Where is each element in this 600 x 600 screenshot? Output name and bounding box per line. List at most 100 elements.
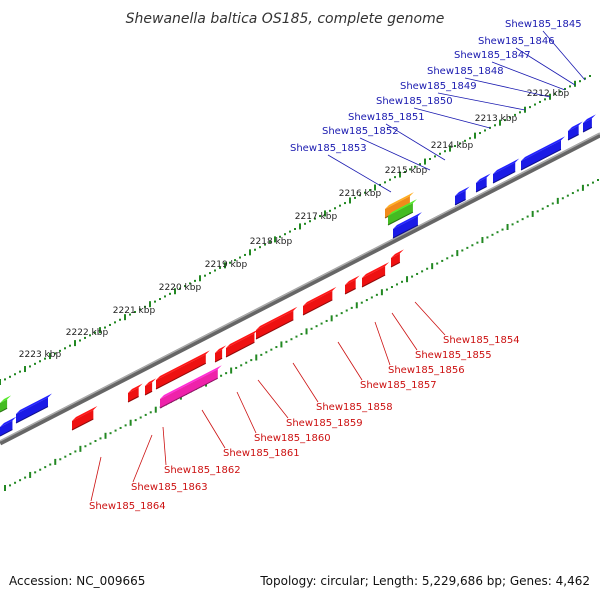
reverse-ruler-tick [29, 471, 32, 478]
reverse-ruler-tick [94, 440, 97, 443]
forward-label-leader [464, 77, 551, 98]
reverse-gene-top [256, 306, 298, 330]
reverse-ruler-tick [99, 437, 102, 440]
reverse-ruler-tick [571, 192, 574, 195]
forward-ruler-tick [319, 215, 321, 218]
reverse-ruler-tick [436, 262, 439, 265]
reverse-ruler-tick [370, 296, 373, 299]
reverse-gene-label: Shew185_1863 [131, 482, 208, 493]
reverse-gene-top [156, 350, 210, 380]
forward-ruler-tick [219, 266, 221, 269]
reverse-gene [144, 378, 157, 396]
reverse-ruler-tick [280, 341, 283, 348]
reverse-ruler-tick [315, 325, 318, 328]
forward-ruler-tick [154, 300, 156, 303]
forward-ruler-tick [129, 313, 131, 316]
reverse-ruler-tick [300, 333, 303, 335]
forward-ruler-tick [419, 163, 421, 166]
forward-gene-top [583, 114, 596, 123]
reverse-ruler-tick [561, 197, 564, 200]
map-title: Shewanella baltica OS185, complete genom… [126, 11, 445, 27]
reverse-ruler-tick [320, 322, 323, 325]
forward-ruler-tick [559, 90, 561, 93]
reverse-ruler-tick [461, 249, 464, 252]
reverse-ruler-tick [416, 272, 419, 275]
reverse-ruler-tick [265, 351, 268, 354]
forward-ruler-tick [189, 282, 191, 285]
reverse-ruler-tick [14, 481, 17, 484]
reverse-ruler-tick [154, 406, 157, 413]
reverse-ruler-tick [285, 340, 288, 343]
forward-ruler-tick [64, 347, 66, 350]
reverse-gene [127, 383, 143, 403]
reverse-ruler-tick [551, 202, 554, 205]
forward-ruler-tick [9, 375, 11, 378]
forward-ruler-tick [349, 197, 351, 204]
reverse-ruler-tick [290, 338, 293, 341]
reverse-ruler-tick [54, 458, 57, 465]
reverse-ruler-tick [270, 348, 273, 351]
forward-gene-body [476, 177, 487, 192]
reverse-ruler-tick [401, 280, 404, 283]
forward-gene-label: Shew185_1852 [322, 126, 399, 137]
reverse-gene-label: Shew185_1861 [223, 448, 300, 459]
reverse-ruler-tick [431, 263, 434, 270]
reverse-ruler-tick [240, 364, 243, 367]
reverse-ruler-tick [516, 220, 519, 223]
green-gene-body [388, 203, 413, 225]
forward-ruler-tick [164, 295, 166, 298]
forward-ruler-tick [554, 93, 556, 96]
forward-ruler-tick [29, 365, 31, 368]
reverse-ruler-tick [9, 484, 12, 487]
reverse-ruler-tick [586, 184, 589, 187]
forward-ruler-tick [394, 176, 396, 179]
reverse-gene [155, 350, 210, 390]
forward-ruler-tick [514, 113, 516, 116]
forward-ruler-tick [369, 189, 371, 192]
genome-backbone [0, 132, 600, 446]
reverse-gene-body [362, 266, 386, 287]
reverse-ruler-tick [390, 286, 393, 289]
forward-ruler-tick [0, 379, 1, 385]
forward-ruler-tick [19, 370, 21, 373]
forward-ruler-tick [544, 98, 546, 101]
reverse-ruler-tick [441, 259, 444, 262]
reverse-ruler-tick [597, 179, 599, 181]
gene-label-layer: Shew185_1845 Shew185_1846 Shew185_1847 Shew… [89, 19, 586, 512]
ruler-layer [0, 75, 599, 491]
forward-ruler-tick [114, 321, 116, 324]
green-gene-top [388, 199, 417, 216]
ruler-tick-label: 2212 kbp [527, 89, 570, 99]
reverse-ruler-tick [591, 181, 594, 184]
reverse-ruler-tick [114, 429, 117, 432]
forward-ruler-tick [94, 331, 96, 334]
forward-ruler-tick [299, 223, 301, 230]
forward-ruler-tick [184, 285, 186, 288]
reverse-ruler-tick [250, 359, 253, 362]
reverse-ruler-tick [526, 215, 529, 218]
reverse-ruler-tick [34, 471, 37, 474]
forward-gene-top [476, 173, 491, 183]
forward-gene-edge [392, 224, 419, 239]
forward-ruler-tick [409, 168, 411, 171]
reverse-gene-edge [390, 261, 401, 268]
forward-ruler-tick [324, 210, 326, 217]
reverse-ruler-tick [536, 210, 539, 213]
forward-ruler-tick [149, 301, 151, 308]
green-gene-top [0, 395, 12, 403]
reverse-ruler-tick [421, 270, 424, 273]
forward-gene-label: Shew185_1851 [348, 112, 425, 123]
reverse-gene-top [128, 383, 143, 393]
reverse-ruler-tick [481, 237, 484, 244]
topology-text: Topology: circular; Length: 5,229,686 bp… [260, 574, 590, 588]
forward-ruler-tick [579, 80, 581, 83]
reverse-gene-edge [225, 341, 255, 358]
forward-ruler-tick [474, 132, 476, 139]
reverse-label-leader [236, 391, 257, 434]
reverse-gene-label: Shew185_1860 [254, 433, 331, 444]
green-gene-edge [387, 211, 414, 226]
pink-gene-edge [159, 377, 219, 409]
reverse-gene-top [72, 406, 98, 421]
forward-ruler-tick [314, 217, 316, 220]
